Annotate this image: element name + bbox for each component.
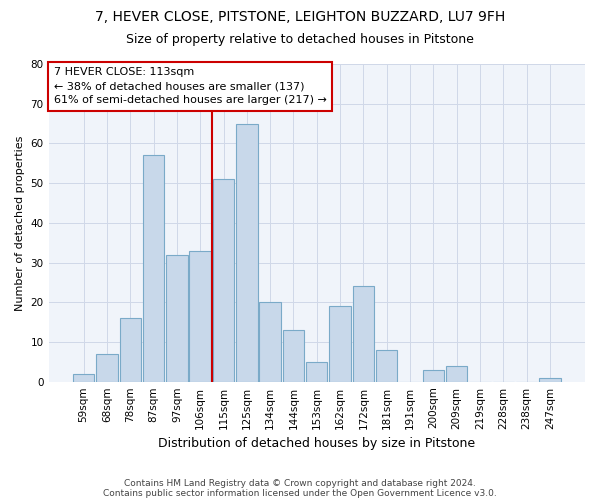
Text: Contains HM Land Registry data © Crown copyright and database right 2024.: Contains HM Land Registry data © Crown c… [124, 478, 476, 488]
Bar [539, 378, 560, 382]
X-axis label: Distribution of detached houses by size in Pitstone: Distribution of detached houses by size … [158, 437, 475, 450]
Bar [190, 250, 211, 382]
Bar [353, 286, 374, 382]
Bar [446, 366, 467, 382]
Text: Size of property relative to detached houses in Pitstone: Size of property relative to detached ho… [126, 32, 474, 46]
Bar [283, 330, 304, 382]
Bar [73, 374, 94, 382]
Bar [166, 254, 188, 382]
Bar [213, 179, 234, 382]
Bar [329, 306, 351, 382]
Bar [306, 362, 328, 382]
Bar [96, 354, 118, 382]
Bar [143, 156, 164, 382]
Text: Contains public sector information licensed under the Open Government Licence v3: Contains public sector information licen… [103, 488, 497, 498]
Bar [376, 350, 397, 382]
Text: 7 HEVER CLOSE: 113sqm
← 38% of detached houses are smaller (137)
61% of semi-det: 7 HEVER CLOSE: 113sqm ← 38% of detached … [54, 67, 327, 105]
Text: 7, HEVER CLOSE, PITSTONE, LEIGHTON BUZZARD, LU7 9FH: 7, HEVER CLOSE, PITSTONE, LEIGHTON BUZZA… [95, 10, 505, 24]
Bar [236, 124, 257, 382]
Y-axis label: Number of detached properties: Number of detached properties [15, 135, 25, 310]
Bar [422, 370, 444, 382]
Bar [119, 318, 141, 382]
Bar [259, 302, 281, 382]
